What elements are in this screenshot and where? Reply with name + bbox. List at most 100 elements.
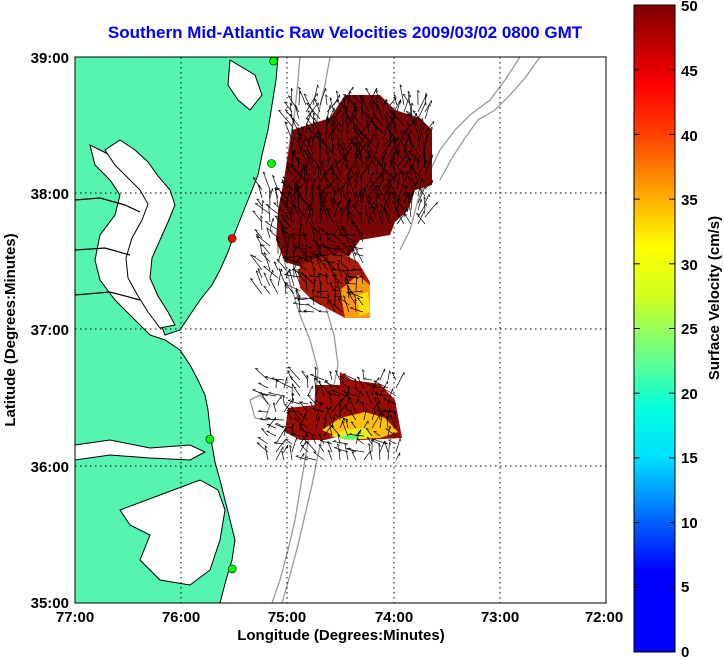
velocity-arrowhead	[278, 109, 282, 112]
velocity-arrowhead	[250, 254, 254, 257]
velocity-arrowhead	[284, 403, 288, 406]
velocity-arrowhead	[299, 401, 303, 404]
velocity-arrowhead	[323, 172, 327, 175]
velocity-arrowhead	[340, 102, 344, 105]
velocity-arrowhead	[329, 149, 331, 153]
velocity-arrowhead	[314, 377, 318, 380]
velocity-arrow	[330, 197, 335, 211]
map-title: Southern Mid-Atlantic Raw Velocities 200…	[108, 23, 583, 42]
velocity-arrow	[331, 397, 343, 413]
velocity-arrowhead	[332, 274, 336, 277]
velocity-arrowhead	[327, 440, 331, 444]
velocity-arrowhead	[306, 155, 310, 158]
velocity-arrow	[299, 265, 308, 271]
velocity-arrow	[336, 245, 350, 257]
velocity-arrow	[318, 444, 325, 453]
velocity-arrowhead	[407, 191, 409, 196]
velocity-arrowhead	[354, 153, 358, 156]
velocity-arrow	[314, 366, 317, 381]
velocity-arrow	[360, 271, 364, 285]
velocity-arrowhead	[331, 162, 334, 166]
velocity-arrowhead	[356, 108, 359, 112]
velocity-arrowhead	[354, 123, 358, 126]
velocity-arrowhead	[281, 199, 285, 202]
velocity-arrow	[250, 278, 263, 295]
velocity-arrowhead	[330, 197, 333, 201]
velocity-arrowhead	[401, 141, 404, 144]
station-marker	[227, 564, 237, 574]
velocity-arrow	[301, 435, 309, 445]
velocity-arrowhead	[310, 135, 313, 139]
velocity-arrow	[328, 393, 333, 405]
velocity-arrow	[386, 190, 391, 204]
velocity-arrow	[410, 177, 419, 190]
velocity-arrowhead	[382, 412, 384, 416]
velocity-arrowhead	[286, 165, 290, 169]
velocity-arrowhead	[328, 209, 331, 213]
velocity-arrow	[336, 281, 343, 299]
velocity-arrow	[376, 160, 391, 176]
velocity-arrowhead	[266, 417, 270, 419]
velocity-arrow	[252, 210, 263, 223]
velocity-arrow	[305, 135, 312, 155]
velocity-arrow	[384, 440, 389, 453]
velocity-arrow	[295, 288, 301, 299]
velocity-arrowhead	[256, 198, 260, 201]
velocity-arrow	[424, 134, 428, 148]
velocity-arrow	[259, 418, 269, 421]
velocity-arrowhead	[277, 187, 281, 190]
velocity-arrow	[349, 307, 364, 313]
velocity-arrowhead	[306, 122, 309, 126]
velocity-arrowhead	[332, 144, 335, 148]
velocity-arrow	[348, 246, 364, 250]
velocity-arrowhead	[261, 244, 265, 247]
velocity-arrowhead	[367, 150, 371, 153]
velocity-arrow	[412, 110, 426, 127]
velocity-arrow	[300, 444, 309, 453]
velocity-arrowhead	[283, 394, 286, 398]
velocity-arrow	[424, 154, 433, 176]
velocity-arrow	[345, 276, 357, 278]
velocity-arrowhead	[346, 212, 350, 215]
velocity-arrowhead	[317, 187, 321, 190]
velocity-arrow	[315, 387, 319, 397]
velocity-arrow	[326, 176, 338, 190]
velocity-arrowhead	[288, 190, 291, 195]
velocity-arrowhead	[336, 281, 340, 284]
velocity-arrow	[371, 377, 380, 389]
velocity-arrow	[269, 269, 274, 279]
velocity-arrow	[347, 159, 357, 176]
velocity-arrow	[297, 140, 307, 162]
velocity-arrowhead	[377, 409, 381, 411]
velocity-arrowhead	[348, 385, 351, 389]
velocity-arrowhead	[310, 433, 314, 436]
velocity-arrow	[341, 420, 349, 437]
velocity-arrow	[332, 116, 342, 127]
velocity-arrow	[298, 294, 301, 313]
y-tick-label: 35:00	[31, 595, 69, 612]
velocity-arrow	[348, 293, 357, 306]
velocity-arrowhead	[320, 132, 323, 136]
velocity-arrow	[296, 182, 300, 204]
velocity-arrow	[313, 451, 325, 461]
velocity-arrowhead	[389, 425, 392, 429]
velocity-arrowhead	[346, 290, 350, 294]
velocity-arrowhead	[359, 431, 361, 435]
velocity-arrowhead	[324, 131, 328, 135]
velocity-arrowhead	[334, 220, 338, 223]
velocity-arrowhead	[288, 399, 292, 401]
velocity-arrowhead	[336, 182, 340, 186]
velocity-arrowhead	[295, 289, 299, 293]
velocity-arrowhead	[396, 173, 398, 177]
velocity-arrowhead	[266, 227, 270, 230]
velocity-arrowhead	[299, 91, 302, 95]
velocity-arrow	[312, 112, 314, 134]
x-tick-label: 72:00	[585, 609, 623, 626]
velocity-arrow	[299, 413, 309, 421]
velocity-arrowhead	[336, 90, 339, 94]
velocity-arrow	[293, 417, 309, 429]
velocity-arrowhead	[313, 227, 317, 229]
velocity-arrow	[394, 411, 397, 421]
station-marker	[227, 234, 237, 243]
y-tick-label: 39:00	[31, 50, 69, 67]
